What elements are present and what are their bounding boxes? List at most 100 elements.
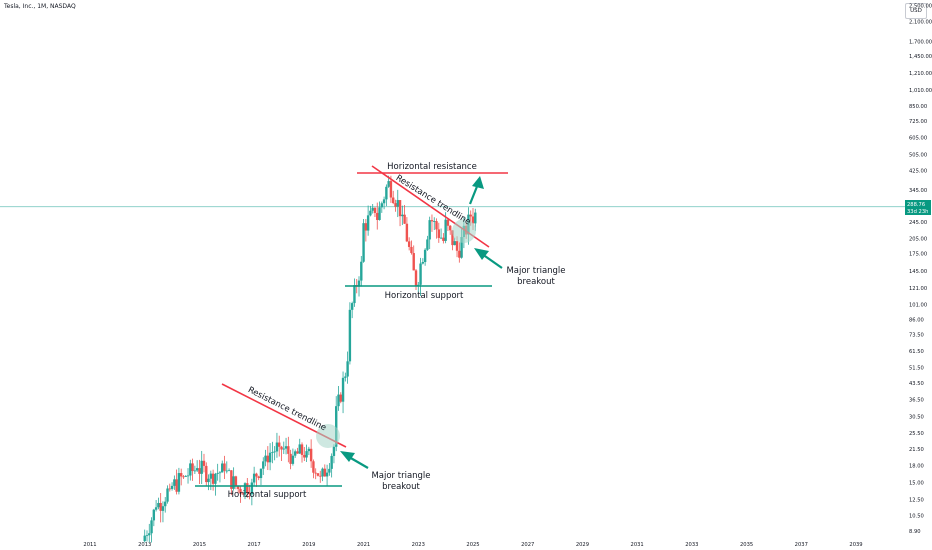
x-tick-label: 2031 (631, 542, 644, 548)
breakout-circle-top (452, 219, 476, 243)
candle-body (175, 479, 178, 492)
candle-body (371, 207, 374, 211)
x-tick-label: 2021 (357, 542, 370, 548)
candle-body (421, 262, 425, 264)
candle-body (293, 451, 297, 456)
y-tick-label: 345.00 (909, 188, 927, 194)
candle-body (166, 488, 169, 502)
candle-body (405, 223, 409, 242)
candle-body (362, 223, 365, 262)
candle-body (392, 197, 395, 204)
candle-body (307, 448, 311, 452)
breakout-arrow-icon-bottom (340, 451, 355, 462)
major-breakout-label-top-1: Major triangle (506, 266, 565, 276)
y-tick-label: 245.00 (909, 220, 927, 226)
y-tick-label: 21.50 (909, 447, 924, 453)
annotations (195, 165, 508, 487)
candle-body (398, 200, 402, 217)
last-price-value: 288.76 (907, 202, 925, 208)
candle-body (230, 470, 233, 489)
candle-body (321, 468, 324, 477)
y-tick-label: 36.50 (909, 398, 924, 404)
candle-body (394, 203, 397, 207)
candle-body (191, 463, 194, 471)
candle-body (360, 261, 363, 281)
candle-body (451, 230, 454, 246)
last-price-countdown: 33d 23h (907, 209, 928, 215)
x-tick-label: 2027 (521, 542, 534, 548)
y-tick-label: 121.00 (909, 286, 927, 292)
candle-body (202, 460, 206, 466)
breakout-circle-bottom (316, 424, 340, 448)
y-tick-label: 2,100.00 (909, 20, 932, 26)
candle-body (316, 473, 320, 476)
candle-body (259, 468, 263, 479)
candle-body (353, 285, 356, 304)
major-breakout-label-bottom-2: breakout (382, 482, 420, 492)
arrows (340, 176, 503, 469)
candle-body (298, 444, 301, 454)
candle-body (328, 468, 331, 473)
y-tick-label: 18.00 (909, 463, 924, 469)
candle-body (264, 455, 267, 462)
horizontal-support-label-bottom: Horizontal support (228, 490, 307, 500)
candle-body (296, 451, 299, 454)
candle-body (373, 207, 377, 213)
y-tick-label: 205.00 (909, 237, 927, 243)
candle-body (273, 451, 276, 453)
candle-body (389, 181, 393, 198)
candle-body (280, 446, 283, 450)
candle-body (227, 470, 231, 472)
y-axis[interactable]: 8.90 10.50 12.50 15.00 18.00 21.50 25.50 30.50 3… (909, 3, 932, 535)
y-tick-label: 61.50 (909, 349, 924, 355)
candle-body (216, 473, 219, 474)
x-axis[interactable]: 2011 2013 2015 2017 2019 2021 2023 2025 2027 2029… (83, 542, 862, 548)
candle-body (246, 483, 249, 494)
candle-body (332, 446, 336, 456)
candle-body (184, 476, 187, 477)
y-tick-label: 25.50 (909, 431, 924, 437)
candle-body (442, 237, 445, 241)
currency-label[interactable]: USD (905, 3, 927, 19)
candle-body (143, 535, 146, 542)
y-tick-label: 51.50 (909, 365, 924, 371)
breakout-arrow-shaft-top (481, 253, 503, 269)
candle-body (257, 476, 260, 479)
candle-body (396, 200, 399, 207)
y-tick-label: 175.00 (909, 251, 927, 257)
x-tick-label: 2035 (740, 542, 753, 548)
y-tick-label: 1,700.00 (909, 39, 932, 45)
candle-body (305, 451, 308, 458)
candle-body (423, 249, 427, 263)
candle-body (430, 220, 434, 222)
candle-body (335, 406, 338, 447)
candle-body (350, 303, 354, 310)
candle-body (426, 239, 429, 250)
candle-body (309, 448, 313, 462)
candle-body (148, 533, 151, 536)
candle-body (164, 501, 167, 507)
candle-body (469, 214, 472, 217)
candle-body (407, 241, 411, 247)
candle-body (455, 241, 459, 251)
x-tick-label: 2015 (193, 542, 206, 548)
candle-body (207, 478, 210, 483)
candle-body (337, 394, 340, 407)
candle-body (474, 212, 477, 224)
candle-body (152, 509, 156, 521)
major-breakout-label-top-2: breakout (517, 277, 555, 287)
candle-body (161, 506, 165, 511)
candle-body (173, 479, 176, 486)
candle-body (200, 460, 203, 474)
candle-body (303, 454, 306, 458)
candle-body (282, 448, 285, 450)
candle-body (387, 181, 390, 187)
y-tick-label: 12.50 (909, 497, 924, 503)
candle-body (268, 452, 272, 463)
candle-body (428, 220, 431, 240)
y-tick-label: 10.50 (909, 514, 924, 520)
y-tick-label: 43.50 (909, 381, 924, 387)
candle-body (236, 486, 240, 489)
x-tick-label: 2033 (685, 542, 698, 548)
